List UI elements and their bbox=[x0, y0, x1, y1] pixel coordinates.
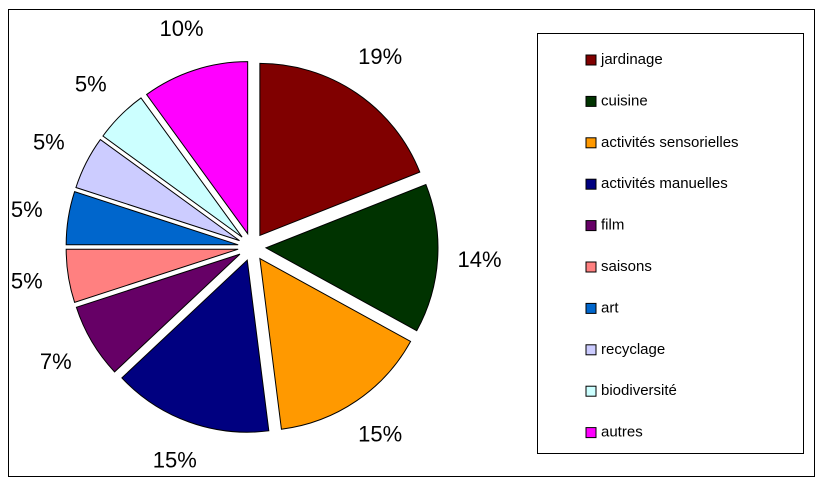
legend-swatch bbox=[585, 344, 597, 356]
data-label: 5% bbox=[33, 129, 65, 154]
data-label: 7% bbox=[40, 349, 72, 374]
pie-slice bbox=[75, 253, 241, 373]
legend-swatch bbox=[585, 302, 597, 314]
data-label: 15% bbox=[358, 421, 402, 446]
legend-label: film bbox=[601, 217, 624, 234]
legend-label: activités manuelles bbox=[601, 175, 728, 192]
legend-label: autres bbox=[601, 424, 643, 441]
legend-label: art bbox=[601, 299, 619, 316]
data-label: 5% bbox=[11, 197, 43, 222]
data-label: 10% bbox=[160, 16, 204, 41]
pie-slice bbox=[264, 183, 439, 332]
data-label: 5% bbox=[75, 72, 107, 97]
legend-box bbox=[537, 33, 804, 454]
legend-label: activités sensorielles bbox=[601, 134, 739, 151]
legend-swatch bbox=[585, 137, 597, 149]
legend-swatch bbox=[585, 220, 597, 232]
pie-slice bbox=[102, 97, 243, 238]
legend-swatch bbox=[585, 385, 597, 397]
data-label: 19% bbox=[358, 44, 402, 69]
pie-slice bbox=[259, 257, 412, 430]
pie-slice bbox=[75, 138, 240, 242]
pie-slice bbox=[145, 61, 249, 236]
legend-swatch bbox=[585, 54, 597, 66]
legend-swatch bbox=[585, 427, 597, 439]
legend-label: saisons bbox=[601, 258, 652, 275]
legend-swatch bbox=[585, 178, 597, 190]
pie-slice bbox=[65, 248, 239, 303]
legend-swatch bbox=[585, 261, 597, 273]
pie-slice bbox=[121, 259, 270, 433]
legend-label: recyclage bbox=[601, 341, 665, 358]
legend-label: biodiversité bbox=[601, 382, 677, 399]
legend-label: jardinage bbox=[600, 51, 663, 68]
pie-slice bbox=[259, 62, 421, 237]
data-label: 5% bbox=[11, 268, 43, 293]
pie-slice bbox=[65, 191, 239, 246]
legend-swatch bbox=[585, 95, 597, 107]
data-label: 15% bbox=[153, 447, 197, 472]
legend-label: cuisine bbox=[601, 92, 648, 109]
data-label: 14% bbox=[458, 247, 502, 272]
